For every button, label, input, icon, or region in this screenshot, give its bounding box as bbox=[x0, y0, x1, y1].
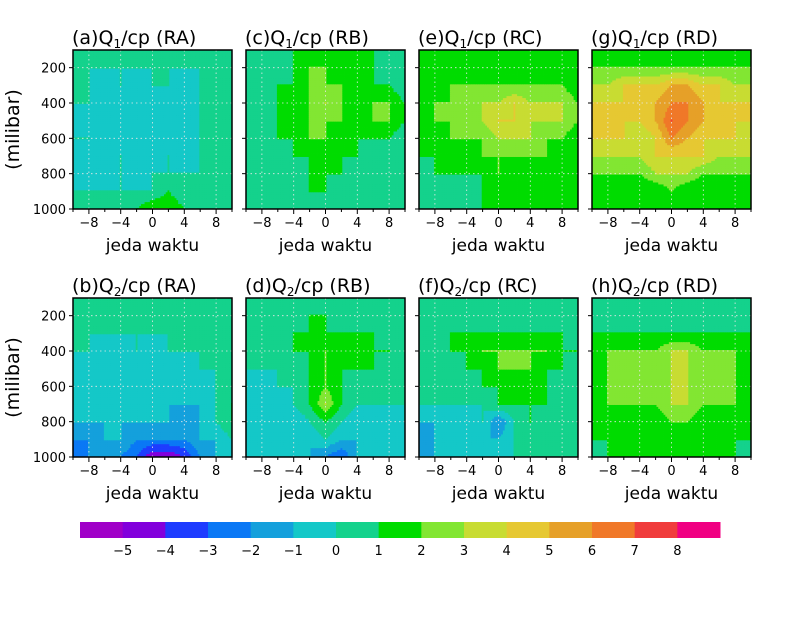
panel-1: −8 −4 0 4 82004006008001000jeda waktu(a)Q1/c… bbox=[2, 27, 232, 256]
